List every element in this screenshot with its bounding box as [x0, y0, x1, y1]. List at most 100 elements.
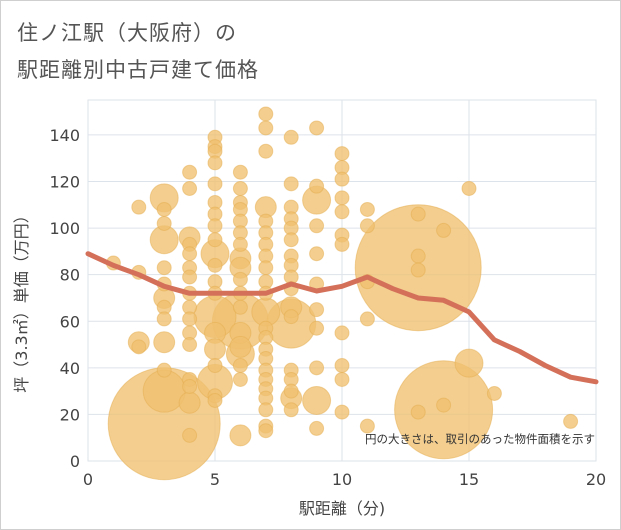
data-bubble [153, 331, 176, 354]
data-bubble [207, 155, 223, 171]
data-bubble [410, 206, 426, 222]
data-bubble [309, 246, 325, 262]
data-bubble [334, 204, 350, 220]
data-bubble [309, 360, 325, 376]
x-axis-label: 駅距離（分) [299, 499, 385, 518]
data-bubble [258, 423, 274, 439]
data-bubble [334, 325, 350, 341]
data-bubble [334, 146, 350, 162]
data-bubble [178, 391, 201, 414]
data-bubble [461, 181, 477, 197]
data-bubble [207, 257, 223, 273]
data-bubble [410, 248, 426, 264]
data-bubble [182, 378, 198, 394]
data-bubble [410, 262, 426, 278]
data-bubble [283, 176, 299, 192]
data-bubble [207, 232, 223, 248]
x-tick-label: 10 [332, 470, 352, 489]
data-bubble [258, 143, 274, 159]
data-bubble [182, 337, 198, 353]
data-bubble [232, 181, 248, 197]
data-bubble [232, 299, 248, 315]
data-bubble [334, 190, 350, 206]
data-bubble [436, 222, 452, 238]
data-bubble [232, 271, 248, 287]
data-bubble [309, 218, 325, 234]
data-bubble [309, 178, 325, 194]
data-bubble [156, 362, 172, 378]
data-bubble [283, 232, 299, 248]
data-bubble [436, 397, 452, 413]
trend-line [85, 251, 599, 385]
data-bubble [309, 320, 325, 336]
data-bubble [182, 246, 198, 262]
data-bubble [486, 385, 502, 401]
chart-title-line2: 駅距離別中古戸建て価格 [17, 58, 259, 82]
data-bubble [283, 383, 299, 399]
data-bubble [207, 358, 223, 374]
data-bubble [258, 260, 274, 276]
data-bubble [563, 413, 579, 429]
data-bubble [258, 106, 274, 122]
data-bubble [182, 427, 198, 443]
data-bubble [156, 201, 172, 217]
data-bubble [232, 236, 248, 252]
data-bubble [309, 120, 325, 136]
data-bubble [204, 338, 226, 361]
data-bubble [309, 302, 325, 318]
x-tick-label: 0 [83, 470, 93, 489]
y-tick-label: 100 [49, 219, 80, 238]
y-tick-label: 60 [60, 312, 80, 331]
chart-title-line1: 住ノ江駅（大阪府）の [17, 21, 237, 45]
data-bubble [232, 358, 248, 374]
y-tick-label: 20 [60, 405, 80, 424]
data-bubble [229, 424, 252, 447]
data-bubble [182, 311, 198, 327]
data-bubble [283, 129, 299, 145]
data-bubble [359, 418, 375, 434]
data-bubble [334, 236, 350, 252]
data-bubble [302, 385, 332, 415]
y-tick-label: 120 [49, 173, 80, 192]
data-bubble [334, 371, 350, 387]
data-bubble [258, 120, 274, 136]
bubble-layer [105, 106, 579, 481]
x-tick-label: 20 [586, 470, 606, 489]
tick-labels: 0 20 40 60 80 100 120 140 0 5 10 15 20 [49, 126, 606, 489]
data-bubble [207, 176, 223, 192]
data-bubble [131, 199, 147, 215]
size-annotation: 円の大きさは、取引のあった物件面積を示す [365, 432, 595, 446]
data-bubble [309, 420, 325, 436]
data-bubble [182, 181, 198, 197]
y-tick-label: 0 [70, 452, 80, 471]
data-bubble [359, 201, 375, 217]
data-bubble [454, 348, 484, 378]
data-bubble [359, 311, 375, 327]
y-axis-label: 坪（3.3㎡）単価（万円） [12, 207, 31, 392]
data-bubble [182, 164, 198, 180]
x-tick-label: 15 [459, 470, 479, 489]
data-bubble [359, 218, 375, 234]
data-bubble [258, 402, 274, 418]
data-bubble [283, 309, 299, 325]
data-bubble [410, 404, 426, 420]
x-tick-label: 5 [210, 470, 220, 489]
data-bubble [334, 171, 350, 187]
y-tick-label: 40 [60, 359, 80, 378]
data-bubble [156, 311, 172, 327]
data-bubble [229, 335, 252, 358]
data-bubble [334, 358, 350, 374]
y-tick-label: 80 [60, 266, 80, 285]
data-bubble [131, 339, 147, 355]
data-bubble [156, 260, 172, 276]
data-bubble [156, 215, 172, 231]
data-bubble [283, 402, 299, 418]
data-bubble [232, 164, 248, 180]
data-bubble [334, 404, 350, 420]
y-tick-label: 140 [49, 126, 80, 145]
data-bubble [232, 371, 248, 387]
data-bubble [182, 269, 198, 285]
data-bubble [207, 218, 223, 234]
